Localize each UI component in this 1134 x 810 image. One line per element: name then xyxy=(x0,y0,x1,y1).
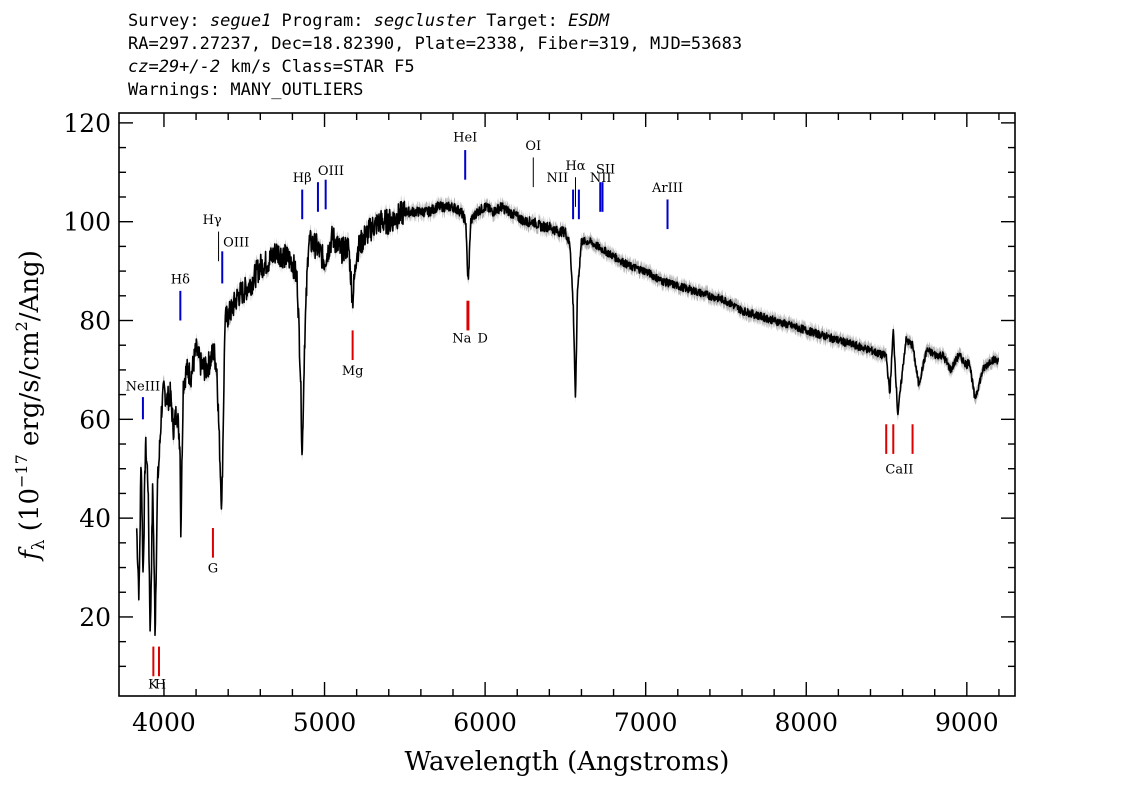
x-tick-label: 8000 xyxy=(774,708,838,737)
y-axis-title-unit-c: /Ang) xyxy=(15,250,45,321)
y-axis-title-sq: 2 xyxy=(12,321,31,331)
line-label: Hβ xyxy=(293,171,312,186)
redshift-value: cz=29+/-2 xyxy=(128,57,221,77)
y-tick-label: 60 xyxy=(79,405,111,434)
survey-value: segue1 xyxy=(209,11,272,31)
header-line-survey: Survey: segue1 Program: segcluster Targe… xyxy=(128,10,742,33)
y-tick-label: 20 xyxy=(79,603,111,632)
program-label: Program: xyxy=(271,11,374,31)
line-label: SII xyxy=(596,162,615,177)
x-tick-label: 4000 xyxy=(132,708,196,737)
line-label: NII xyxy=(590,171,612,186)
header-line-coordinates: RA=297.27237, Dec=18.82390, Plate=2338, … xyxy=(128,34,743,54)
line-label: OIII xyxy=(223,235,249,250)
y-tick-label: 80 xyxy=(79,307,111,336)
header-line-warnings: Warnings: MANY_OUTLIERS xyxy=(128,80,364,100)
x-tick-label: 7000 xyxy=(614,708,678,737)
y-tick-label: 40 xyxy=(79,504,111,533)
y-tick-label: 100 xyxy=(63,208,111,237)
x-tick-label: 6000 xyxy=(453,708,517,737)
line-label: H xyxy=(155,678,166,693)
y-axis-title-exp: −17 xyxy=(12,454,31,488)
x-tick-label: 5000 xyxy=(293,708,357,737)
line-label: Hα xyxy=(565,159,585,174)
class-value: km/s Class=STAR F5 xyxy=(220,57,415,77)
program-value: segcluster xyxy=(373,11,477,31)
spectrum-layer xyxy=(135,200,1000,637)
line-label: NeIII xyxy=(126,380,160,395)
line-label: CaII xyxy=(885,463,913,478)
line-label: K xyxy=(148,678,158,693)
y-axis-title: fλ (10−17 erg/s/cm2/Ang) xyxy=(12,250,49,562)
line-label: Hγ xyxy=(203,213,222,228)
line-label: OI xyxy=(525,139,541,154)
line-label: G xyxy=(208,561,218,576)
line-markers-layer xyxy=(141,150,914,677)
y-axis-title-unit-b: erg/s/cm xyxy=(15,331,45,454)
line-label: Hδ xyxy=(171,272,190,287)
header-line-redshift: cz=29+/-2 km/s Class=STAR F5 xyxy=(128,56,742,79)
target-value: ESDM xyxy=(568,11,610,31)
line-label: HeI xyxy=(453,131,477,146)
target-label: Target: xyxy=(476,11,569,31)
line-label: Mg xyxy=(342,364,364,379)
x-axis-title: Wavelength (Angstroms) xyxy=(405,747,730,777)
survey-label: Survey: xyxy=(128,11,210,31)
plot-frame xyxy=(118,112,1016,697)
line-label: Na xyxy=(452,332,471,347)
line-label: NII xyxy=(547,171,569,186)
spectrum-line xyxy=(135,200,1000,637)
line-label: D xyxy=(477,332,487,347)
line-label: OIII xyxy=(318,164,344,179)
line-label: ArIII xyxy=(651,181,683,196)
y-axis-title-unit-a: (10 xyxy=(15,488,45,540)
x-tick-label: 9000 xyxy=(935,708,999,737)
ticks-layer xyxy=(119,113,1015,696)
y-axis-title-lambda: λ xyxy=(29,539,49,550)
y-tick-label: 120 xyxy=(63,109,111,138)
spectrum-header: Survey: segue1 Program: segcluster Targe… xyxy=(128,10,742,102)
tick-labels-layer: 4000 5000 6000 7000 8000 9000 20 40 60 80 100 120 xyxy=(63,109,998,737)
